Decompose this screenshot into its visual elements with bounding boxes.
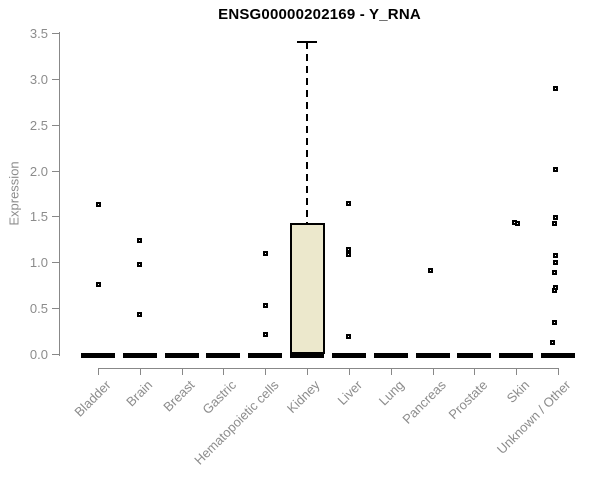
x-axis-category-label: Bladder bbox=[71, 377, 114, 420]
x-axis-category-label: Kidney bbox=[284, 377, 323, 417]
y-axis-line bbox=[59, 32, 60, 356]
data-point bbox=[552, 259, 558, 265]
data-point bbox=[137, 312, 143, 318]
x-axis-category-label: Breast bbox=[160, 377, 198, 415]
x-axis-tick bbox=[474, 369, 476, 375]
x-axis-tick bbox=[223, 369, 225, 375]
data-point bbox=[262, 250, 268, 256]
x-axis-category-label: Unknown / Other bbox=[494, 377, 574, 457]
data-point bbox=[137, 237, 143, 243]
median-bar bbox=[122, 353, 157, 358]
data-point bbox=[346, 201, 352, 207]
data-point bbox=[346, 334, 352, 340]
median-bar bbox=[373, 353, 408, 358]
y-axis-tick-label: 1.0 bbox=[29, 255, 48, 271]
median-bar bbox=[331, 353, 366, 358]
y-axis-tick-label: 1.5 bbox=[29, 209, 48, 225]
median-bar bbox=[248, 353, 283, 358]
x-axis-category-label: Skin bbox=[503, 377, 533, 406]
chart-title: ENSG00000202169 - Y_RNA bbox=[218, 6, 421, 23]
median-bar bbox=[206, 353, 241, 358]
median-bar bbox=[81, 353, 115, 358]
data-point bbox=[428, 268, 434, 274]
y-axis-title: Expression bbox=[6, 161, 22, 226]
x-axis-tick bbox=[516, 369, 518, 375]
data-point bbox=[346, 252, 352, 258]
x-axis-category-label: Gastric bbox=[199, 377, 240, 418]
x-axis-line bbox=[98, 368, 559, 369]
whisker-cap bbox=[297, 41, 318, 44]
data-point bbox=[346, 246, 352, 252]
y-axis-tick-label: 2.5 bbox=[29, 117, 48, 133]
x-axis-tick bbox=[307, 369, 309, 375]
x-axis-tick bbox=[558, 369, 559, 375]
y-axis-tick-label: 2.0 bbox=[29, 163, 48, 179]
x-axis-tick bbox=[348, 369, 350, 375]
x-axis-category-label: Pancreas bbox=[399, 377, 449, 427]
x-axis-tick bbox=[390, 369, 392, 375]
y-axis-tick bbox=[52, 78, 59, 80]
data-point bbox=[551, 288, 557, 294]
data-point bbox=[552, 214, 558, 220]
y-axis-tick bbox=[52, 308, 59, 310]
whisker-line bbox=[306, 42, 309, 223]
y-axis-tick bbox=[52, 216, 59, 218]
data-point bbox=[514, 221, 520, 227]
median-bar bbox=[499, 353, 534, 358]
data-point bbox=[552, 167, 558, 173]
data-point bbox=[137, 261, 143, 267]
x-axis-category-label: Brain bbox=[123, 377, 156, 410]
data-point bbox=[549, 339, 555, 345]
median-bar bbox=[415, 353, 450, 358]
data-point bbox=[262, 302, 268, 308]
median-bar bbox=[164, 353, 199, 358]
data-point bbox=[551, 269, 557, 275]
x-axis-category-label: Liver bbox=[334, 377, 365, 408]
data-point bbox=[551, 221, 557, 227]
data-point bbox=[552, 253, 558, 259]
data-point bbox=[95, 202, 101, 207]
x-axis-tick bbox=[181, 369, 183, 375]
x-axis-tick bbox=[432, 369, 434, 375]
x-axis-tick bbox=[139, 369, 141, 375]
y-axis-tick bbox=[52, 124, 59, 126]
y-axis-tick bbox=[52, 33, 59, 34]
y-axis-tick bbox=[52, 170, 59, 172]
x-axis-category-label: Hematopoietic cells bbox=[190, 377, 282, 468]
box-iqr bbox=[289, 222, 325, 354]
data-point bbox=[95, 281, 101, 287]
x-axis-category-label: Prostate bbox=[445, 377, 491, 423]
median-bar bbox=[541, 353, 575, 358]
x-axis-category-label: Lung bbox=[375, 377, 407, 409]
y-axis-tick-label: 0.5 bbox=[29, 301, 48, 317]
y-axis-tick bbox=[52, 262, 59, 264]
y-axis-tick bbox=[52, 354, 59, 355]
x-axis-tick bbox=[265, 369, 267, 375]
median-bar bbox=[290, 353, 325, 358]
y-axis-tick-label: 3.5 bbox=[29, 26, 48, 41]
median-bar bbox=[457, 353, 492, 358]
y-axis-tick-label: 3.0 bbox=[29, 71, 48, 87]
data-point bbox=[262, 332, 268, 338]
data-point bbox=[552, 85, 558, 91]
x-axis-tick bbox=[98, 369, 99, 375]
y-axis-tick-label: 0.0 bbox=[29, 347, 48, 362]
data-point bbox=[551, 320, 557, 326]
